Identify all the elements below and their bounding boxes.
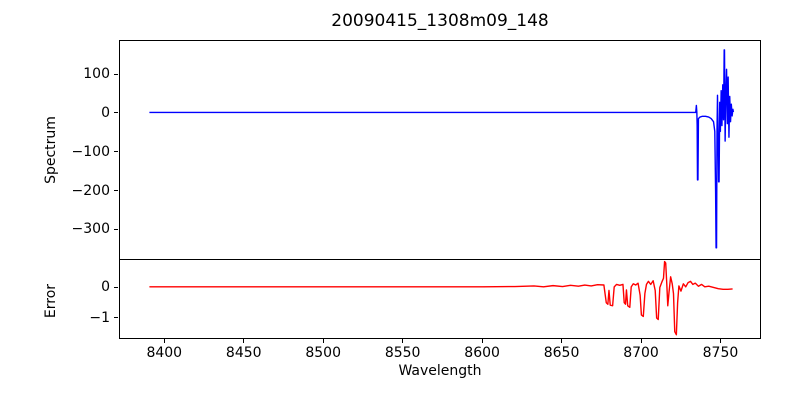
error-axes: [119, 260, 761, 339]
x-tick-label: 8650: [543, 345, 580, 361]
error-line: [149, 260, 733, 336]
chart-title: 20090415_1308m09_148: [331, 11, 549, 31]
x-tick-mark: [561, 339, 563, 343]
y-tick-mark: [114, 190, 118, 192]
y-tick-label: −100: [71, 143, 110, 160]
x-tick-mark: [402, 339, 404, 343]
y-tick-label: −200: [71, 182, 110, 199]
x-tick-mark: [243, 339, 245, 343]
y-tick-label: −300: [71, 221, 110, 238]
y-tick-mark: [114, 73, 118, 75]
y-tick-label: 0: [101, 104, 110, 121]
y-tick-mark: [114, 317, 118, 319]
x-axis-label: Wavelength: [398, 363, 482, 379]
x-tick-label: 8600: [464, 345, 500, 361]
y-tick-label: 100: [83, 66, 110, 83]
y-tick-label: 0: [101, 279, 110, 296]
y-tick-mark: [114, 286, 118, 288]
x-tick-label: 8500: [305, 345, 341, 361]
error-line-plot: [149, 260, 733, 336]
spectrum-axes: [119, 40, 761, 260]
x-tick-mark: [163, 339, 165, 343]
x-tick-label: 8400: [146, 345, 183, 361]
spectrum-line-plot: [149, 49, 735, 249]
x-tick-mark: [481, 339, 483, 343]
y-tick-mark: [114, 151, 118, 153]
x-tick-mark: [719, 339, 721, 343]
x-tick-label: 8550: [384, 345, 421, 361]
x-tick-mark: [322, 339, 324, 343]
spectrum-line: [149, 49, 735, 249]
y-tick-label: −1: [89, 309, 110, 326]
y-tick-mark: [114, 112, 118, 114]
x-tick-mark: [640, 339, 642, 343]
y-tick-mark: [114, 228, 118, 230]
x-tick-label: 8450: [225, 345, 262, 361]
x-tick-label: 8750: [702, 345, 739, 361]
x-tick-label: 8700: [623, 345, 659, 361]
